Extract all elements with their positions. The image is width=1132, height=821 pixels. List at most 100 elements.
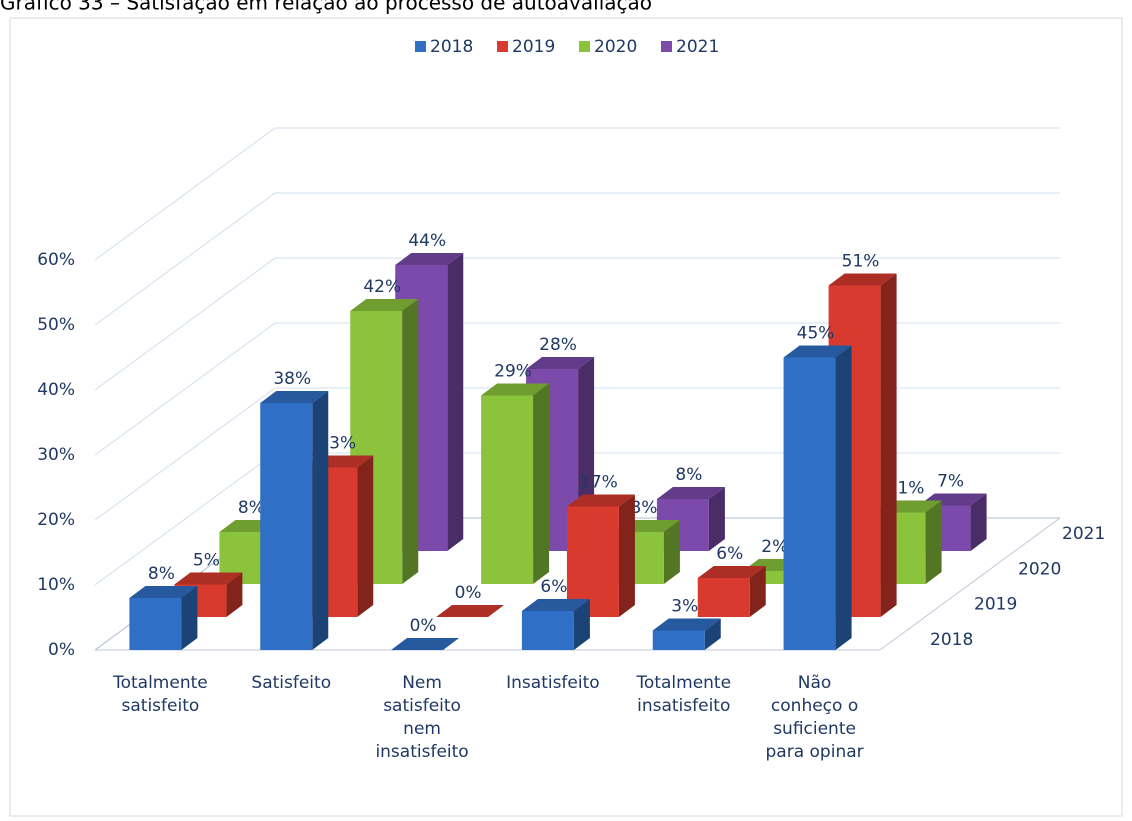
x-tick-label: Nem satisfeito nem insatisfeito	[375, 673, 469, 762]
grid-line	[94, 192, 1060, 326]
data-label: 8%	[675, 465, 702, 485]
chart-title: Gráfico 33 – Satisfação em relação ao pr…	[0, 0, 652, 15]
bar-front	[129, 598, 182, 650]
bar-top	[521, 599, 590, 611]
grid-line	[94, 127, 1060, 261]
x-tick-label: Totalmente satisfeito	[113, 673, 208, 716]
bar-front	[260, 403, 313, 650]
bar-side	[573, 599, 590, 650]
data-label: 0%	[410, 616, 437, 636]
data-label: 29%	[494, 362, 532, 382]
bar-side	[402, 299, 419, 584]
y-tick-label: 20%	[37, 510, 75, 530]
data-label: 42%	[363, 277, 401, 297]
y-tick-label: 30%	[37, 445, 75, 465]
bar-side	[708, 487, 725, 551]
bar-side	[226, 572, 243, 617]
bar	[350, 299, 419, 584]
bar-side	[835, 345, 852, 650]
bar	[481, 383, 550, 584]
bar-front	[521, 611, 574, 650]
x-tick-label: Satisfeito	[251, 673, 332, 693]
bar-top	[481, 383, 550, 396]
bar-front	[481, 395, 534, 584]
legend-swatch	[661, 41, 672, 52]
grid-line	[94, 322, 1060, 456]
bar-side	[970, 493, 987, 551]
legend-swatch	[415, 41, 426, 52]
bar	[129, 586, 198, 650]
x-tick-label: Totalmente insatisfeito	[636, 673, 732, 716]
bar-side	[447, 253, 464, 551]
grid-line	[94, 257, 1060, 391]
bar-front	[783, 357, 836, 650]
data-label: 0%	[455, 583, 482, 603]
bar-front	[652, 630, 705, 650]
bar-top	[783, 345, 852, 358]
data-label: 17%	[580, 473, 618, 493]
depth-label: 2021	[1062, 524, 1105, 544]
data-label: 38%	[273, 369, 311, 389]
bar-front	[566, 506, 619, 617]
data-label: 8%	[148, 564, 175, 584]
data-label: 8%	[630, 498, 657, 518]
bar	[697, 566, 766, 617]
axis-line	[879, 517, 1061, 651]
bar-top	[828, 273, 897, 286]
bar-side	[312, 391, 329, 650]
bar-side	[925, 500, 942, 584]
bar-front	[697, 578, 750, 617]
bar-top	[260, 391, 329, 403]
y-tick-label: 0%	[48, 640, 75, 660]
data-label: 5%	[193, 551, 220, 571]
bar-top	[129, 586, 198, 598]
bar-top	[350, 299, 419, 311]
legend-label: 2021	[676, 37, 719, 57]
y-tick-label: 50%	[37, 315, 75, 335]
y-tick-label: 60%	[37, 250, 75, 270]
bar-side	[181, 586, 198, 650]
data-label: 8%	[238, 498, 265, 518]
bar-side	[533, 383, 550, 584]
bar-top	[395, 253, 464, 265]
bar	[566, 494, 635, 617]
legend-label: 2020	[594, 37, 637, 57]
depth-label: 2019	[974, 595, 1017, 615]
y-tick-label: 40%	[37, 380, 75, 400]
data-label: 44%	[408, 231, 446, 251]
bar	[783, 345, 852, 650]
data-label: 51%	[842, 252, 880, 272]
bar	[521, 599, 590, 650]
bar-top	[697, 566, 766, 578]
bar-top	[391, 638, 460, 650]
bar-side	[618, 494, 635, 617]
bar-top	[526, 357, 595, 369]
bar-top	[656, 487, 725, 499]
bar-side	[357, 455, 374, 617]
data-label: 6%	[540, 577, 567, 597]
data-label: 45%	[797, 324, 835, 344]
bar	[260, 391, 329, 650]
legend-label: 2018	[430, 37, 473, 57]
data-label: 3%	[671, 597, 698, 617]
bar	[652, 618, 721, 650]
bar-top	[174, 572, 243, 585]
y-tick-label: 10%	[37, 575, 75, 595]
depth-label: 2018	[930, 630, 973, 650]
data-label: 2%	[761, 537, 788, 557]
bar-side	[880, 273, 897, 617]
bar-top	[652, 618, 721, 631]
bar-side	[749, 566, 766, 617]
x-tick-label: Insatisfeito	[506, 673, 600, 693]
depth-label: 2020	[1018, 559, 1061, 579]
bar	[436, 605, 505, 618]
chart-border	[9, 17, 1123, 817]
bar-side	[704, 618, 721, 650]
data-label: 6%	[716, 544, 743, 564]
x-tick-label: Não conheço o suficiente para opinar	[765, 673, 864, 762]
bar	[391, 638, 460, 651]
legend-swatch	[497, 41, 508, 52]
bar-top	[566, 494, 635, 507]
